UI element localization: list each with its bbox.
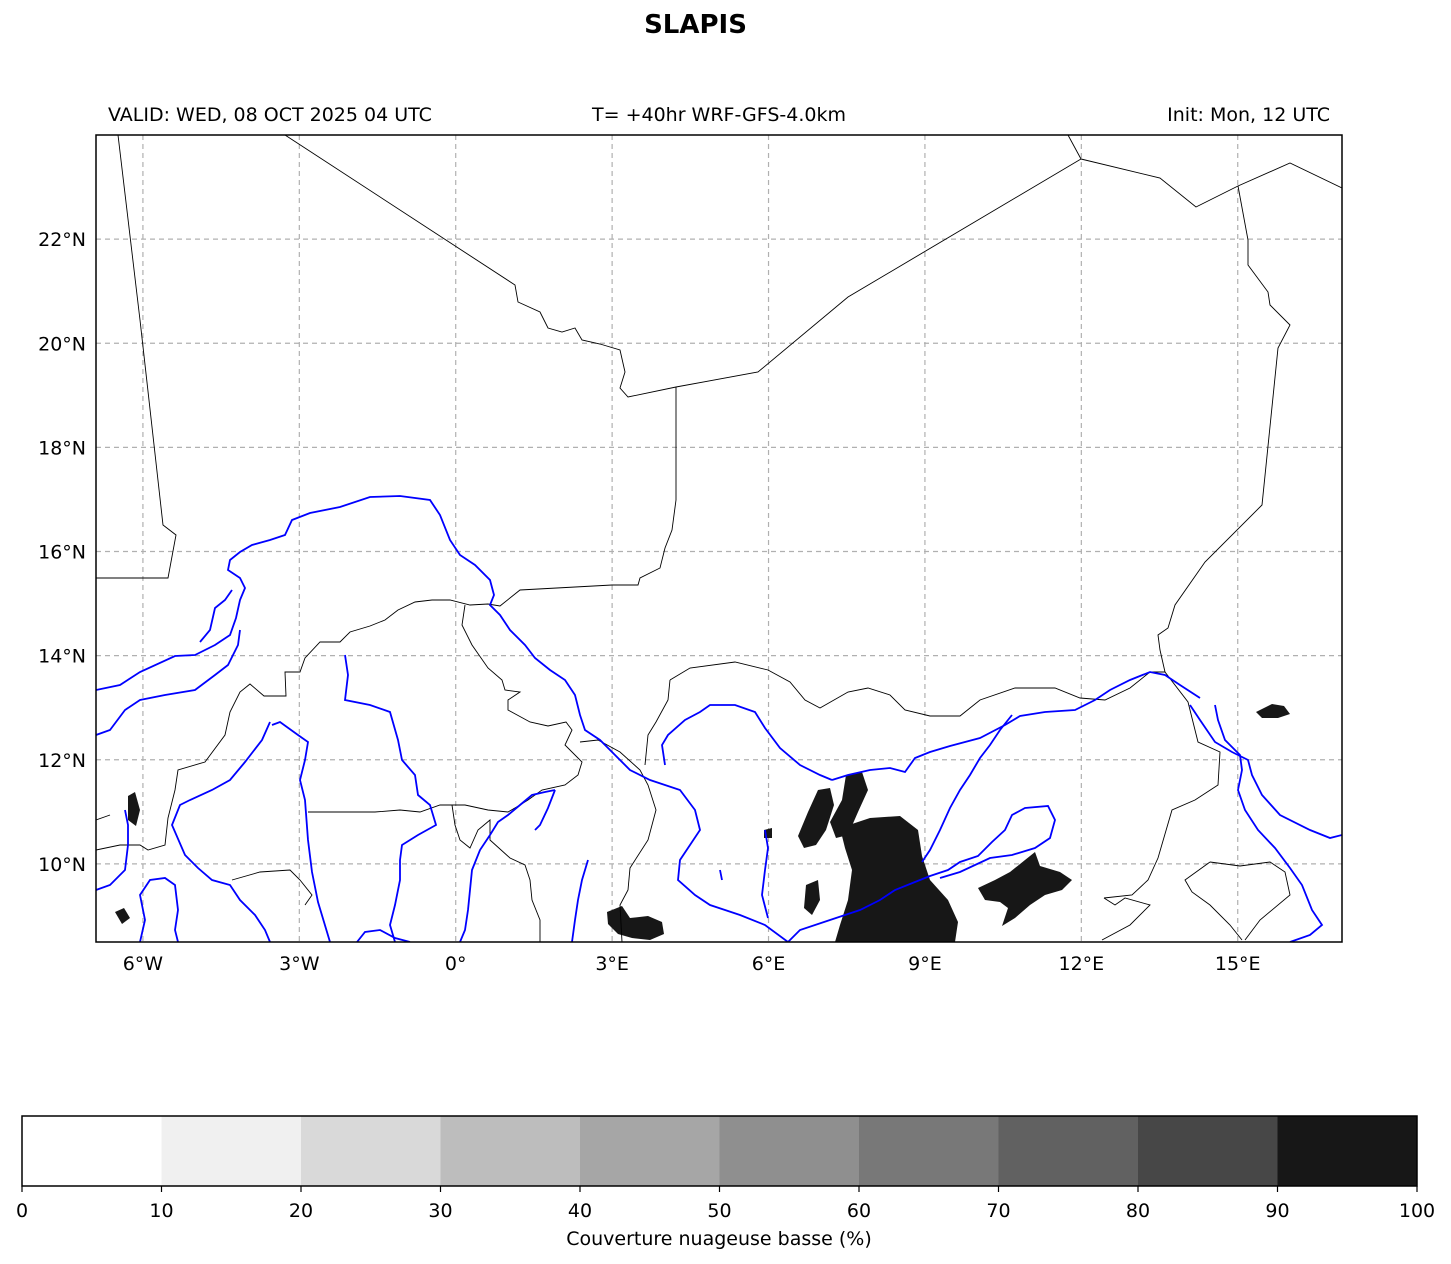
model-run-label: T= +40hr WRF-GFS-4.0km bbox=[592, 104, 846, 126]
colorbar-tick-label: 0 bbox=[16, 1200, 28, 1222]
cloud-patch bbox=[798, 788, 834, 848]
border-line bbox=[644, 679, 671, 766]
colorbar-segment bbox=[719, 1116, 860, 1186]
river-kaduna bbox=[831, 671, 1201, 781]
cloud-patch bbox=[115, 908, 130, 924]
lon-tick-label: 0° bbox=[445, 953, 467, 975]
cloud-patch bbox=[128, 792, 140, 826]
river-benue bbox=[787, 805, 1056, 942]
colorbar-segment bbox=[440, 1116, 581, 1186]
lon-tick-label: 3°E bbox=[595, 953, 629, 975]
colorbar-tick-label: 30 bbox=[428, 1200, 452, 1222]
cloud-patch bbox=[830, 772, 868, 838]
lat-tick-label: 14°N bbox=[38, 646, 86, 668]
lon-tick-label: 6°W bbox=[123, 953, 164, 975]
colorbar-tick-label: 90 bbox=[1265, 1200, 1289, 1222]
longitude-ticks: 6°W 3°W 0° 3°E 6°E 9°E 12°E 15°E bbox=[123, 953, 1261, 975]
cloud-cover-layer bbox=[115, 704, 1290, 942]
colorbar-segment bbox=[22, 1116, 162, 1186]
border-line bbox=[96, 387, 677, 851]
lat-tick-label: 20°N bbox=[38, 333, 86, 355]
colorbar-tick-label: 20 bbox=[289, 1200, 313, 1222]
river-niger-branch bbox=[199, 589, 233, 643]
lat-tick-label: 16°N bbox=[38, 542, 86, 564]
colorbar-segment bbox=[1277, 1116, 1418, 1186]
init-time-label: Init: Mon, 12 UTC bbox=[1167, 104, 1330, 126]
river-chari bbox=[1189, 704, 1342, 839]
border-line bbox=[231, 869, 313, 906]
colorbar-segment bbox=[301, 1116, 441, 1186]
border-line bbox=[1184, 861, 1243, 941]
river-oueme bbox=[571, 859, 589, 942]
border-line bbox=[451, 804, 541, 942]
colorbar-tick-label: 100 bbox=[1399, 1200, 1435, 1222]
border-line bbox=[308, 604, 583, 813]
border-line bbox=[96, 135, 177, 579]
lat-tick-label: 18°N bbox=[38, 437, 86, 459]
country-borders bbox=[96, 135, 1342, 942]
river-niger-branch bbox=[96, 629, 241, 736]
colorbar-tick-label: 70 bbox=[986, 1200, 1010, 1222]
river-volta-branch bbox=[171, 721, 271, 942]
cloud-patch bbox=[1256, 704, 1290, 718]
border-line bbox=[1103, 185, 1291, 899]
river-coast bbox=[356, 929, 411, 942]
colorbar-tick-label: 50 bbox=[707, 1200, 731, 1222]
colorbar-label: Couverture nuageuse basse (%) bbox=[566, 1228, 872, 1250]
colorbar-ticks: 0 10 20 30 40 50 60 70 80 90 100 bbox=[16, 1186, 1435, 1222]
colorbar-segment bbox=[580, 1116, 720, 1186]
colorbar-segment bbox=[998, 1116, 1139, 1186]
border-line bbox=[1209, 861, 1291, 941]
colorbar bbox=[22, 1116, 1418, 1186]
border-line bbox=[96, 814, 111, 821]
river-sokoto bbox=[661, 704, 833, 781]
colorbar-segment bbox=[1138, 1116, 1278, 1186]
latitude-ticks: 10°N 12°N 14°N 16°N 18°N 20°N 22°N bbox=[38, 229, 86, 876]
river-west bbox=[96, 809, 129, 891]
colorbar-tick-label: 40 bbox=[568, 1200, 592, 1222]
river-volta-black bbox=[271, 720, 331, 942]
river-west2 bbox=[139, 877, 179, 942]
lat-tick-label: 10°N bbox=[38, 854, 86, 876]
lon-tick-label: 9°E bbox=[908, 953, 942, 975]
colorbar-tick-label: 10 bbox=[149, 1200, 173, 1222]
border-line bbox=[1080, 158, 1342, 208]
border-line bbox=[579, 739, 657, 942]
river-niger-delta bbox=[719, 869, 723, 881]
lat-tick-label: 22°N bbox=[38, 229, 86, 251]
cloud-patch bbox=[804, 880, 820, 915]
map-frame bbox=[95, 134, 1343, 943]
river-komadugu bbox=[921, 714, 1013, 863]
valid-time-label: VALID: WED, 08 OCT 2025 04 UTC bbox=[108, 104, 432, 126]
cloud-patch bbox=[835, 816, 958, 942]
colorbar-tick-label: 60 bbox=[847, 1200, 871, 1222]
rivers bbox=[96, 495, 1342, 942]
lon-tick-label: 12°E bbox=[1058, 953, 1104, 975]
border-line bbox=[1101, 897, 1151, 941]
colorbar-tick-label: 80 bbox=[1126, 1200, 1150, 1222]
map-title: SLAPIS bbox=[644, 10, 747, 40]
river-gongola bbox=[761, 829, 769, 919]
river-volta bbox=[344, 654, 438, 942]
river-niger bbox=[96, 495, 789, 942]
lon-tick-label: 15°E bbox=[1215, 953, 1261, 975]
grid-lines bbox=[96, 135, 1342, 942]
lat-tick-label: 12°N bbox=[38, 750, 86, 772]
lon-tick-label: 6°E bbox=[752, 953, 786, 975]
border-line bbox=[284, 135, 1082, 398]
map-area bbox=[96, 135, 1342, 942]
river-logone bbox=[1214, 704, 1324, 942]
river-mono bbox=[534, 789, 556, 831]
lon-tick-label: 3°W bbox=[279, 953, 320, 975]
cloud-patch bbox=[978, 852, 1072, 926]
colorbar-segment bbox=[161, 1116, 302, 1186]
colorbar-segment bbox=[859, 1116, 999, 1186]
river-oti bbox=[459, 789, 556, 942]
